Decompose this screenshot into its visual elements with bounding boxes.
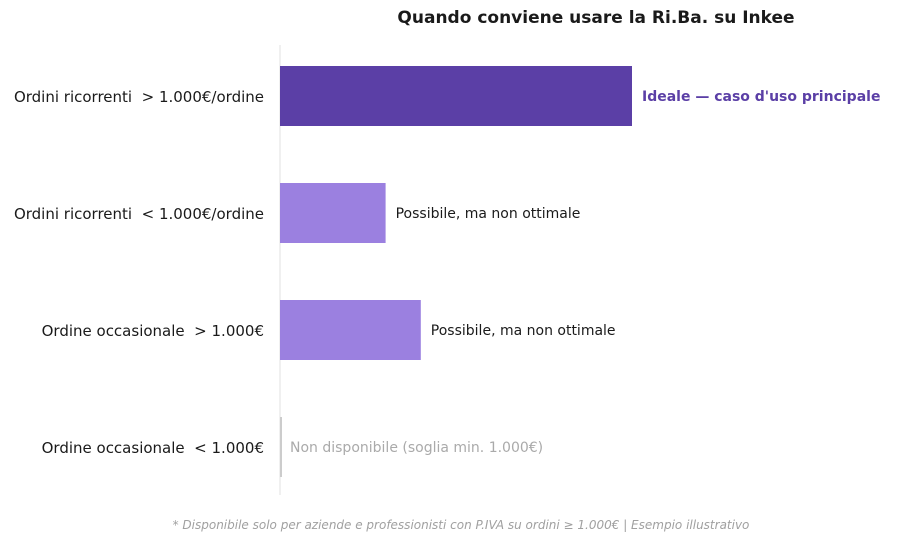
category-label-1: Ordini ricorrenti > 1.000€/ordine — [14, 88, 264, 106]
chart-footnote: * Disponibile solo per aziende e profess… — [173, 518, 750, 532]
bar-annotation-3: Possibile, ma non ottimale — [431, 323, 616, 339]
bar-2 — [280, 183, 386, 243]
category-label-4: Ordine occasionale < 1.000€ — [42, 439, 264, 457]
category-label-2: Ordini ricorrenti < 1.000€/ordine — [14, 205, 264, 223]
category-label-3: Ordine occasionale > 1.000€ — [42, 322, 264, 340]
chart-title: Quando conviene usare la Ri.Ba. su Inkee — [397, 8, 794, 28]
bar-annotation-1: Ideale — caso d'uso principale — [642, 89, 880, 105]
bar-4 — [280, 417, 282, 477]
bar-annotation-2: Possibile, ma non ottimale — [396, 206, 581, 222]
bar-1 — [280, 66, 632, 126]
bar-3 — [280, 300, 421, 360]
bars-group: Ordini ricorrenti > 1.000€/ordine Ideale … — [14, 66, 880, 477]
bar-annotation-4: Non disponibile (soglia min. 1.000€) — [290, 440, 543, 456]
